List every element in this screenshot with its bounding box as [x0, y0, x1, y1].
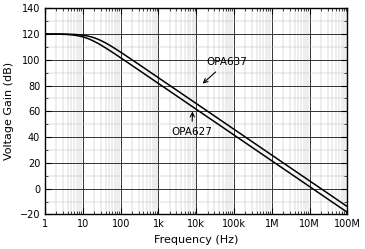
Y-axis label: Voltage Gain (dB): Voltage Gain (dB) — [4, 62, 14, 160]
Text: OPA627: OPA627 — [172, 113, 212, 137]
X-axis label: Frequency (Hz): Frequency (Hz) — [154, 235, 238, 245]
Text: OPA637: OPA637 — [204, 57, 247, 83]
